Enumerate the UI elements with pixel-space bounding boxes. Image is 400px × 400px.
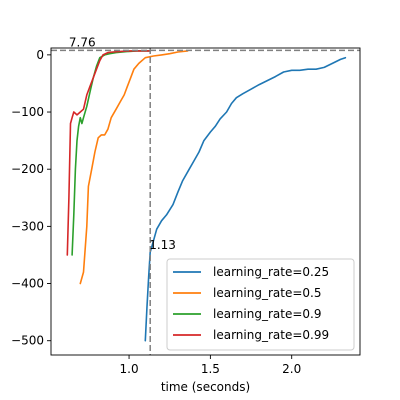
x-tick-label: 1.0 bbox=[120, 362, 139, 376]
plot-frame bbox=[50, 47, 361, 356]
y-tick-label: −200 bbox=[11, 162, 44, 176]
legend-label: learning_rate=0.9 bbox=[213, 307, 321, 321]
reference-label-vertical: 1.13 bbox=[149, 238, 176, 252]
legend-label: learning_rate=0.5 bbox=[213, 286, 321, 300]
series-line-0 bbox=[144, 56, 347, 342]
y-tick-label: −500 bbox=[11, 334, 44, 348]
y-tick-label: −300 bbox=[11, 219, 44, 233]
legend-label: learning_rate=0.99 bbox=[213, 328, 329, 342]
legend-box bbox=[166, 258, 355, 351]
y-tick-label: −400 bbox=[11, 277, 44, 291]
axes: 1.0 1.5 2.0 0 −100 −200 −300 −400 −500 time (seco… bbox=[11, 47, 361, 394]
x-tick-label: 2.0 bbox=[282, 362, 301, 376]
legend-label: learning_rate=0.25 bbox=[213, 265, 329, 279]
x-tick-label: 1.5 bbox=[201, 362, 220, 376]
x-axis-title: time (seconds) bbox=[161, 380, 250, 394]
series-line-1 bbox=[79, 50, 189, 285]
legend: learning_rate=0.25 learning_rate=0.5learn… bbox=[166, 258, 355, 351]
y-tick-label: 0 bbox=[36, 48, 44, 62]
reference-lines: 7.76 1.13 bbox=[51, 35, 360, 355]
y-tick-label: −100 bbox=[11, 105, 44, 119]
series-layer bbox=[66, 50, 347, 342]
reference-label-horizontal: 7.76 bbox=[69, 35, 96, 49]
